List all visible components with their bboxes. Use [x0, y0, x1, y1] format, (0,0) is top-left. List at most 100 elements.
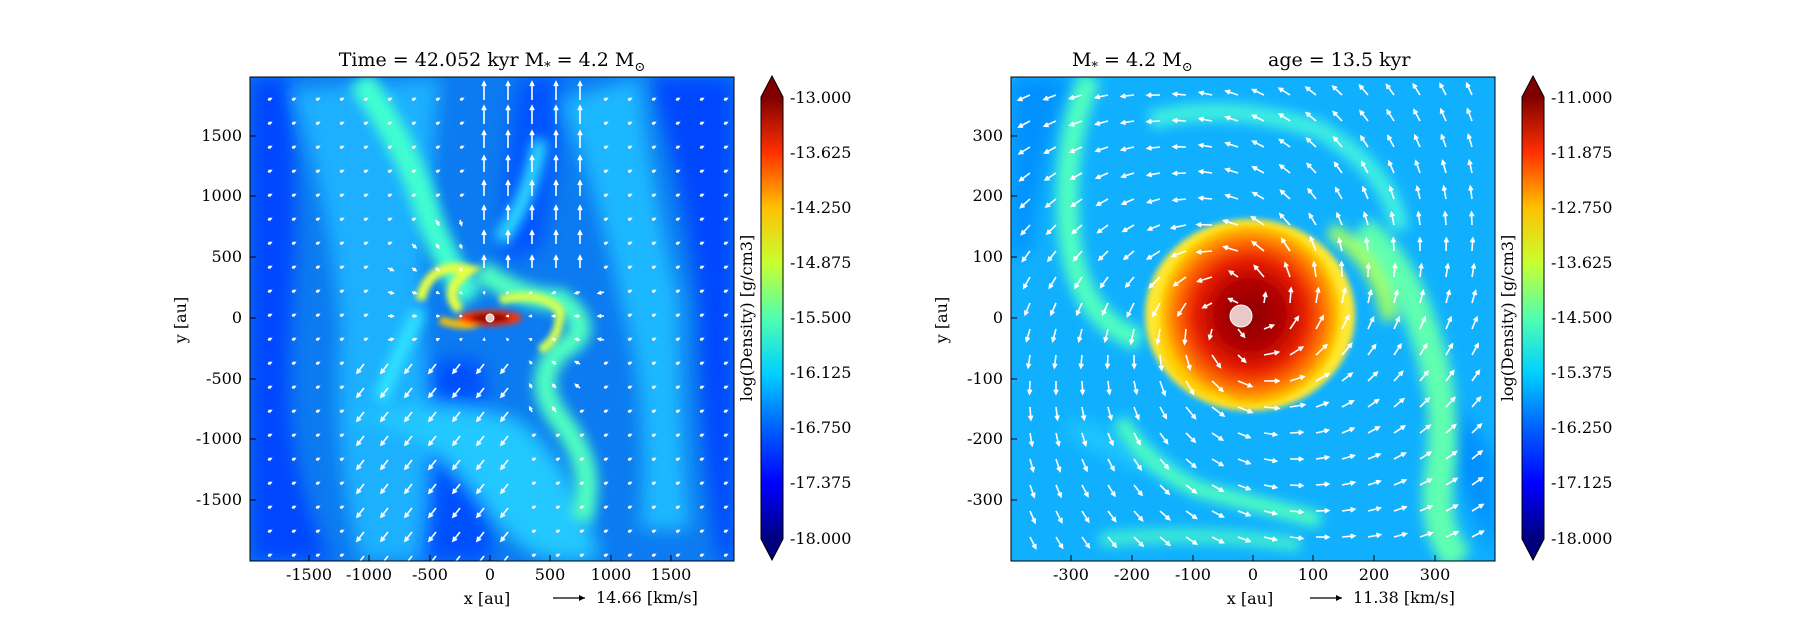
velocity-arrow — [315, 289, 321, 294]
velocity-arrow — [699, 553, 705, 558]
velocity-arrow — [291, 337, 297, 342]
velocity-arrow — [1052, 354, 1058, 370]
velocity-arrow — [1338, 260, 1345, 278]
velocity-arrow — [1211, 406, 1226, 417]
velocity-arrow — [505, 254, 511, 268]
velocity-arrow — [675, 385, 681, 390]
panel-2-cbar-tick: -11.000 — [1551, 88, 1612, 107]
velocity-arrow — [459, 314, 464, 318]
velocity-arrow — [651, 529, 657, 534]
velocity-arrow — [573, 337, 581, 342]
velocity-arrow — [603, 505, 609, 510]
velocity-arrow — [573, 313, 581, 319]
velocity-arrow — [1237, 406, 1254, 414]
velocity-arrow — [403, 507, 413, 519]
velocity-arrow — [1367, 453, 1382, 460]
velocity-arrow — [1466, 133, 1473, 148]
panel-2-ytick: 300 — [972, 126, 1003, 145]
velocity-arrow — [723, 289, 729, 294]
velocity-arrow — [627, 553, 633, 558]
velocity-arrow — [1367, 370, 1379, 382]
velocity-arrow — [1341, 314, 1350, 330]
panel-1-ytick: 1000 — [201, 186, 242, 205]
velocity-arrow — [459, 97, 465, 102]
velocity-arrow — [451, 483, 461, 495]
velocity-arrow — [1311, 260, 1318, 278]
panel-2-ytick: -100 — [967, 369, 1003, 388]
velocity-arrow — [723, 385, 729, 390]
velocity-arrow — [1074, 276, 1083, 290]
panel-1-colorbar-ticks: -13.000 -13.625 -14.250 -14.875 -15.500 … — [790, 88, 851, 548]
velocity-arrow — [1197, 142, 1213, 149]
velocity-arrow — [1468, 210, 1475, 226]
velocity-arrow — [387, 97, 393, 102]
panel-2-ytick: -200 — [967, 429, 1003, 448]
velocity-arrow — [1445, 289, 1452, 304]
velocity-arrow — [291, 481, 297, 486]
velocity-arrow — [1468, 184, 1474, 200]
velocity-arrow — [355, 387, 365, 399]
velocity-arrow — [1289, 346, 1305, 356]
velocity-arrow — [1445, 504, 1459, 512]
velocity-arrow — [1093, 94, 1109, 100]
velocity-arrow — [1309, 235, 1317, 252]
velocity-arrow — [267, 433, 273, 438]
velocity-arrow — [723, 361, 729, 366]
velocity-arrow — [651, 193, 657, 198]
velocity-arrow — [699, 145, 705, 150]
velocity-arrow — [379, 387, 389, 399]
panel-2-yticks: 300 200 100 0 -100 -200 -300 — [967, 126, 1017, 509]
velocity-arrow — [627, 337, 633, 342]
velocity-arrow — [1419, 424, 1432, 434]
velocity-arrow — [1341, 342, 1353, 356]
velocity-arrow — [1465, 81, 1473, 96]
velocity-arrow — [1471, 369, 1481, 382]
velocity-arrow — [1054, 406, 1060, 422]
velocity-arrow — [1341, 480, 1357, 486]
velocity-arrow — [315, 337, 321, 342]
panel-1-title: Time = 42.052 kyr M* = 4.2 M⊙ — [339, 49, 645, 75]
velocity-arrow — [1053, 381, 1059, 396]
panel-2-xtick: -200 — [1114, 565, 1150, 584]
panel-2-cbar-tick: -15.375 — [1551, 363, 1612, 382]
velocity-arrow — [403, 531, 413, 543]
velocity-arrow — [627, 97, 633, 102]
velocity-arrow — [1386, 108, 1395, 122]
velocity-arrow — [675, 145, 681, 150]
velocity-arrow — [627, 265, 633, 270]
velocity-arrow — [531, 457, 537, 462]
velocity-arrow — [1228, 270, 1239, 278]
panel-1-ytick: 500 — [211, 247, 242, 266]
velocity-arrow — [1367, 315, 1375, 330]
velocity-arrow — [675, 409, 681, 414]
panel-1-colorbar: -13.000 -13.625 -14.250 -14.875 -15.500 … — [737, 74, 851, 562]
panel-1-ylabel: y [au] — [171, 297, 190, 344]
velocity-arrow — [315, 97, 321, 102]
panel-2-ytick: -300 — [967, 490, 1003, 509]
velocity-arrow — [579, 553, 585, 558]
velocity-arrow — [577, 179, 583, 196]
velocity-arrow — [1332, 135, 1343, 148]
velocity-arrow — [435, 219, 440, 227]
velocity-arrow — [651, 289, 657, 294]
velocity-arrow — [553, 254, 559, 268]
velocity-arrow — [1417, 236, 1423, 252]
velocity-arrow — [505, 314, 510, 318]
velocity-arrow — [339, 289, 345, 294]
velocity-arrow — [1027, 406, 1034, 422]
velocity-arrow — [651, 457, 657, 462]
velocity-arrow — [1197, 195, 1213, 201]
velocity-arrow — [675, 337, 681, 342]
velocity-arrow — [1307, 187, 1317, 200]
velocity-arrow — [411, 193, 417, 198]
velocity-arrow — [339, 337, 345, 342]
velocity-arrow — [699, 241, 705, 246]
velocity-arrow — [458, 243, 463, 250]
panel-1-ytick: 0 — [232, 308, 242, 327]
velocity-arrow — [1419, 315, 1427, 330]
velocity-arrow — [339, 97, 345, 102]
velocity-arrow — [627, 361, 633, 366]
velocity-arrow — [1211, 380, 1225, 393]
velocity-arrow — [627, 145, 633, 150]
velocity-arrow — [1237, 458, 1252, 465]
